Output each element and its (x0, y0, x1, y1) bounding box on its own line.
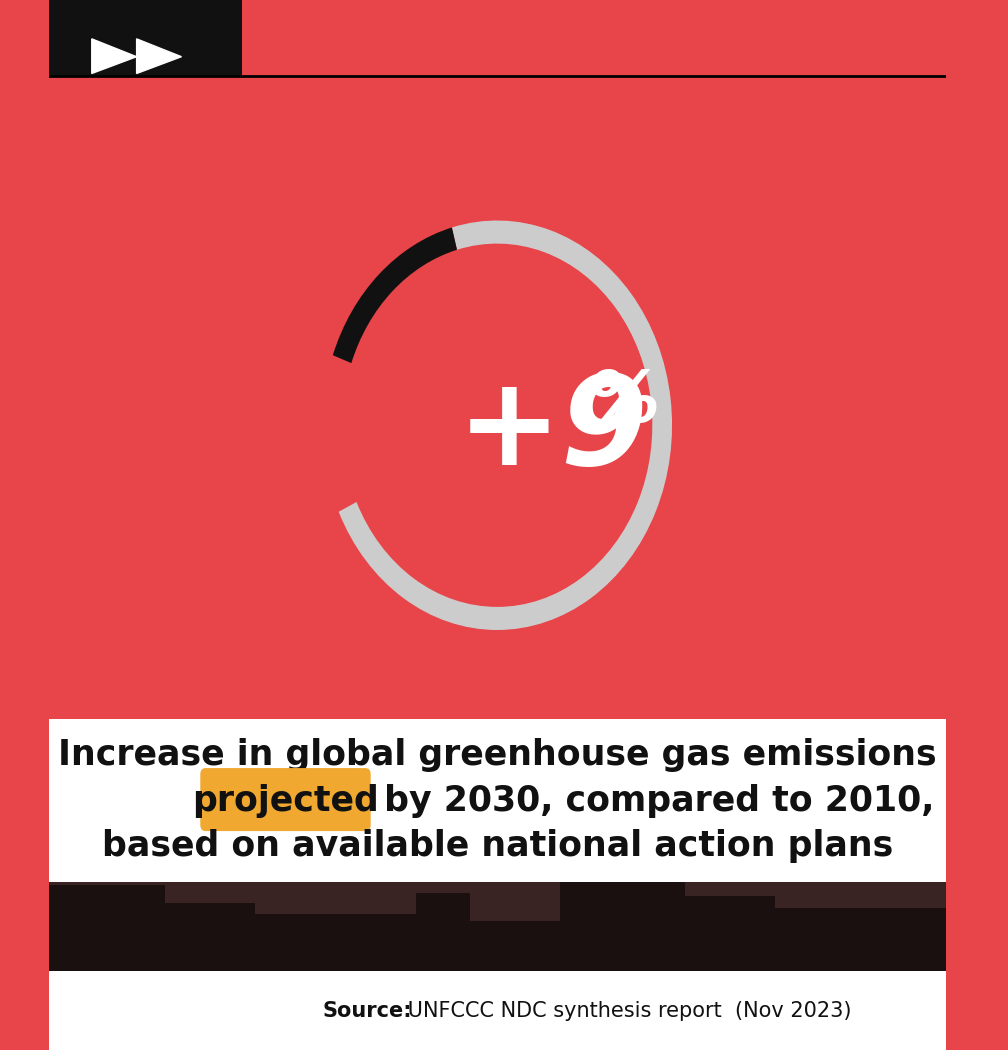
FancyBboxPatch shape (48, 719, 946, 882)
Text: based on available national action plans: based on available national action plans (102, 830, 893, 863)
FancyBboxPatch shape (48, 885, 165, 971)
FancyBboxPatch shape (559, 882, 685, 971)
FancyBboxPatch shape (255, 914, 416, 971)
Text: UNFCCC NDC synthesis report  (Nov 2023): UNFCCC NDC synthesis report (Nov 2023) (401, 1001, 852, 1021)
FancyBboxPatch shape (48, 971, 946, 1050)
Text: %: % (587, 368, 659, 437)
FancyBboxPatch shape (471, 921, 559, 971)
FancyBboxPatch shape (201, 769, 371, 832)
Wedge shape (339, 220, 672, 630)
FancyBboxPatch shape (48, 0, 946, 719)
Text: +9: +9 (457, 370, 648, 491)
Polygon shape (137, 39, 181, 74)
FancyBboxPatch shape (48, 882, 946, 971)
Polygon shape (92, 39, 137, 74)
Text: by 2030, compared to 2010,: by 2030, compared to 2010, (372, 783, 934, 818)
Text: projected: projected (193, 783, 379, 818)
FancyBboxPatch shape (165, 903, 255, 971)
FancyBboxPatch shape (416, 892, 471, 971)
Wedge shape (333, 228, 457, 363)
FancyBboxPatch shape (48, 0, 242, 76)
Text: Source:: Source: (323, 1001, 412, 1021)
Text: Increase in global greenhouse gas emissions: Increase in global greenhouse gas emissi… (57, 738, 936, 772)
FancyBboxPatch shape (685, 896, 775, 971)
FancyBboxPatch shape (775, 908, 946, 971)
